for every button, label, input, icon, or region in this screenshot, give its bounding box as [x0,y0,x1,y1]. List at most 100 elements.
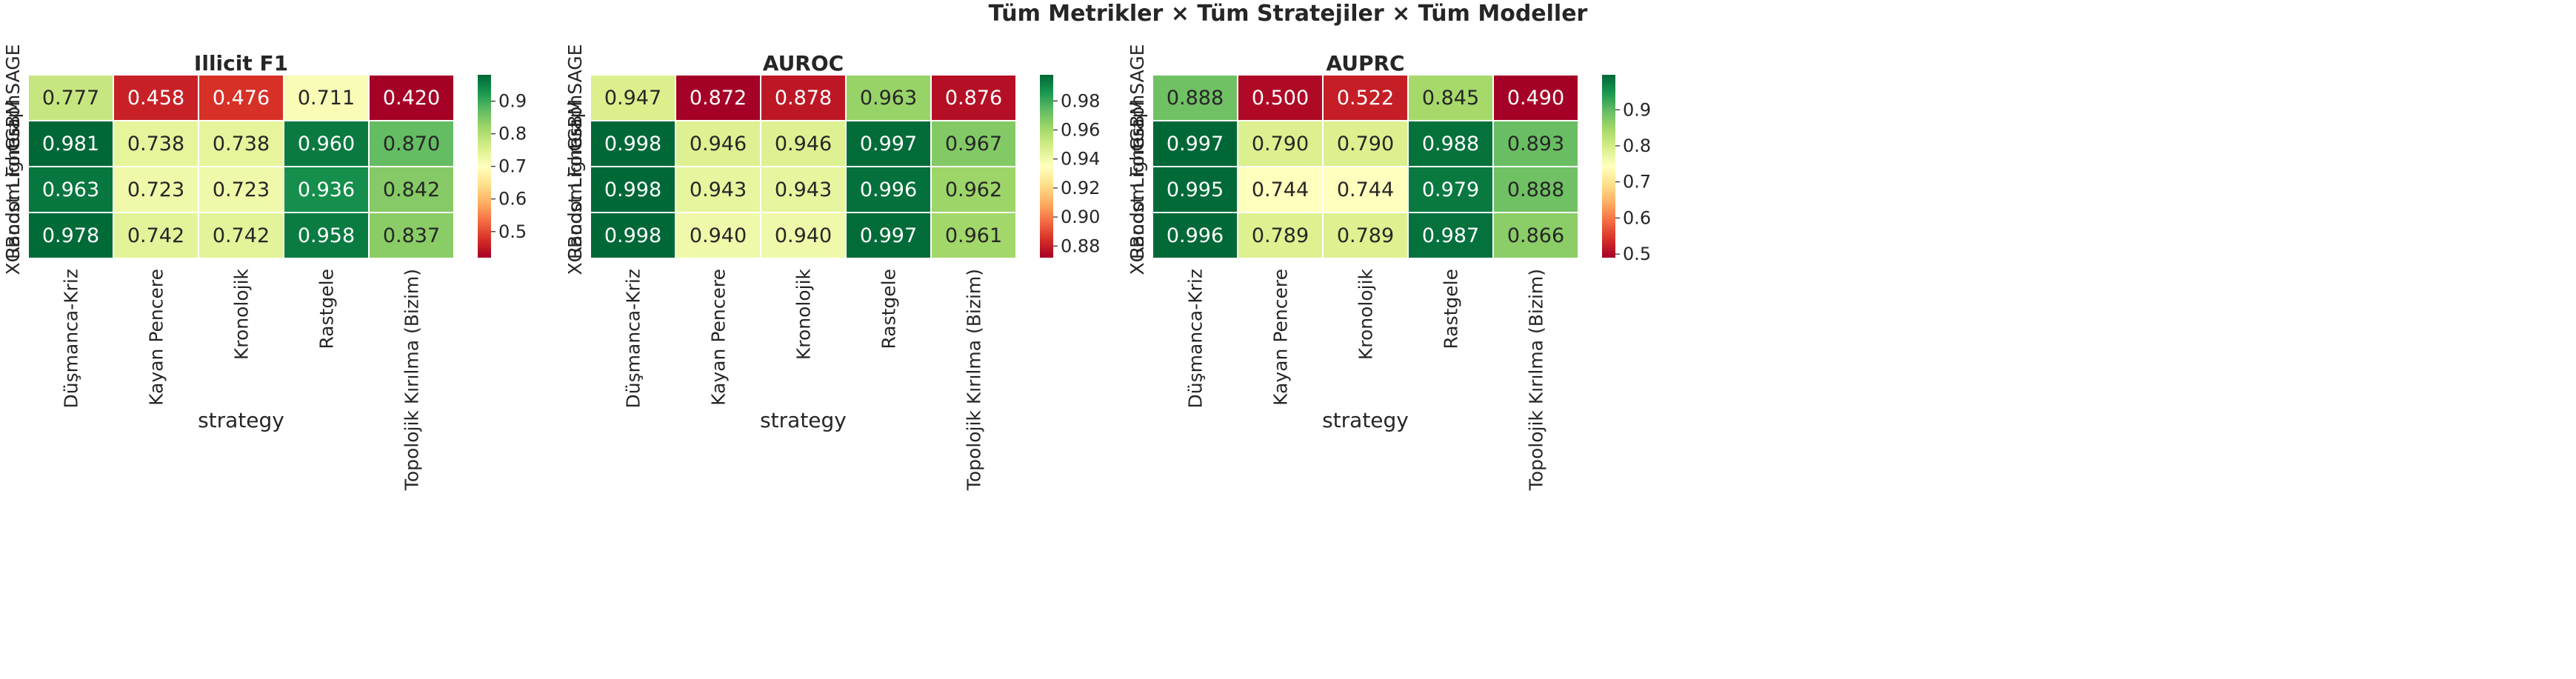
panel-title: AUPRC [1326,51,1404,76]
y-tick-label: XGBoost [564,195,586,275]
heatmap-cell [590,74,676,121]
x-axis-label: strategy [1322,408,1409,432]
heatmap-cell [1237,74,1324,121]
heatmap-cell [113,212,199,259]
heatmap-panel-auprc: AUPRC 0.888 0.500 0.522 0.845 0.490 0.997 0.790… [1127,44,1651,492]
x-axis-label: strategy [760,408,847,432]
heatmap-cell [27,212,114,259]
colorbar-gradient [478,75,491,258]
cell-value-label: 0.958 [298,224,355,247]
heatmap-cell [845,74,932,121]
colorbar-gradient [1602,75,1615,258]
colorbar-tick-label: 0.94 [1061,149,1100,170]
cell-value-label: 0.961 [945,224,1002,247]
x-tick-label: Rastgele [316,269,338,349]
cell-value-label: 0.998 [604,178,661,201]
cell-value-label: 0.878 [775,87,832,110]
cell-value-label: 0.876 [945,87,1002,110]
heatmap-panel-auroc: AUROC 0.947 0.872 0.878 0.963 0.876 0.998 0.946… [564,44,1100,492]
cell-value-label: 0.943 [775,178,832,201]
y-tick-label: LightGBM [2,99,24,188]
cell-value-label: 0.723 [213,178,270,201]
heatmap-cell [760,166,847,213]
heatmap-cell [760,74,847,121]
x-tick-label: Düşmanca-Kriz [623,269,644,408]
x-tick-label: Topolojik Kırılma (Bizim) [1526,269,1547,491]
heatmap-cell [1492,120,1579,167]
heatmap-cell [590,120,676,167]
heatmap-cell [1407,74,1494,121]
cell-value-label: 0.789 [1252,224,1309,247]
colorbar-tick-label: 0.90 [1061,207,1100,227]
cell-value-label: 0.893 [1507,133,1564,155]
cell-value-label: 0.988 [1422,133,1479,155]
cell-value-label: 0.947 [604,87,661,110]
cell-value-label: 0.963 [42,178,99,201]
colorbar-tick-label: 0.5 [498,221,527,242]
heatmap-cell [198,120,284,167]
heatmap-cell [368,212,455,259]
y-tick-label: XGBoost [2,195,24,275]
colorbar-tick-label: 0.92 [1061,178,1100,198]
x-tick-label: Kronolojik [1355,268,1377,360]
heatmap-cell [1152,212,1238,259]
y-tick-label: Random Forest [1127,120,1148,259]
colorbar-tick-label: 0.9 [498,91,527,112]
heatmap-cell [198,212,284,259]
cell-value-label: 0.995 [1167,178,1224,201]
colorbar: 0.5 0.6 0.7 0.8 0.9 [478,75,527,258]
cell-value-label: 0.711 [298,87,355,110]
cell-value-label: 0.888 [1507,178,1564,201]
y-tick-label: Random Forest [564,120,586,259]
heatmap-cell [113,74,199,121]
heatmap-cell [675,212,761,259]
y-tick-label: GraphSAGE [2,44,24,152]
heatmap-cell [1237,166,1324,213]
cell-value-label: 0.996 [1167,224,1224,247]
cell-value-label: 0.998 [604,133,661,155]
colorbar-tick-label: 0.5 [1623,244,1651,264]
heatmap-cell [1322,166,1409,213]
cell-value-label: 0.742 [213,224,270,247]
heatmap-cell [845,166,932,213]
heatmap-panel-illicit-f1: Illicit F1 0.777 0.458 0.476 0.711 0.420 0.981… [2,44,527,492]
cell-value-label: 0.870 [383,133,440,155]
heatmap-cell [1492,212,1579,259]
cell-value-label: 0.998 [604,224,661,247]
x-tick-label: Topolojik Kırılma (Bizim) [401,269,423,491]
colorbar: 0.88 0.90 0.92 0.94 0.96 0.98 [1040,75,1100,258]
colorbar-tick-label: 0.96 [1061,119,1100,140]
cell-value-label: 0.790 [1337,133,1394,155]
cell-value-label: 0.842 [383,178,440,201]
cell-value-label: 0.997 [860,224,917,247]
colorbar-tick-label: 0.7 [1623,172,1651,193]
heatmap-cell [283,212,370,259]
cell-value-label: 0.458 [127,87,184,110]
colorbar-gradient [1040,75,1053,258]
heatmap-cell [1322,120,1409,167]
colorbar: 0.5 0.6 0.7 0.8 0.9 [1602,75,1651,264]
y-tick-label: GraphSAGE [1127,44,1148,152]
heatmap-cell [283,166,370,213]
cell-value-label: 0.946 [775,133,832,155]
colorbar-tick-label: 0.98 [1061,90,1100,111]
cell-value-label: 0.936 [298,178,355,201]
heatmap-cell [845,120,932,167]
heatmap-cell [113,166,199,213]
heatmap-cell [930,120,1017,167]
heatmap-cell [1407,212,1494,259]
cell-value-label: 0.946 [690,133,747,155]
cell-value-label: 0.963 [860,87,917,110]
cell-value-label: 0.987 [1422,224,1479,247]
colorbar-tick-label: 0.8 [498,124,527,144]
cell-value-label: 0.978 [42,224,99,247]
heatmap-cell [1322,74,1409,121]
colorbar-tick-label: 0.9 [1623,99,1651,120]
colorbar-tick-label: 0.7 [498,156,527,177]
heatmap-cell [1492,74,1579,121]
heatmap-cell [27,120,114,167]
heatmap-cell [1237,212,1324,259]
colorbar-tick-label: 0.88 [1061,235,1100,256]
colorbar-tick-label: 0.6 [1623,207,1651,228]
